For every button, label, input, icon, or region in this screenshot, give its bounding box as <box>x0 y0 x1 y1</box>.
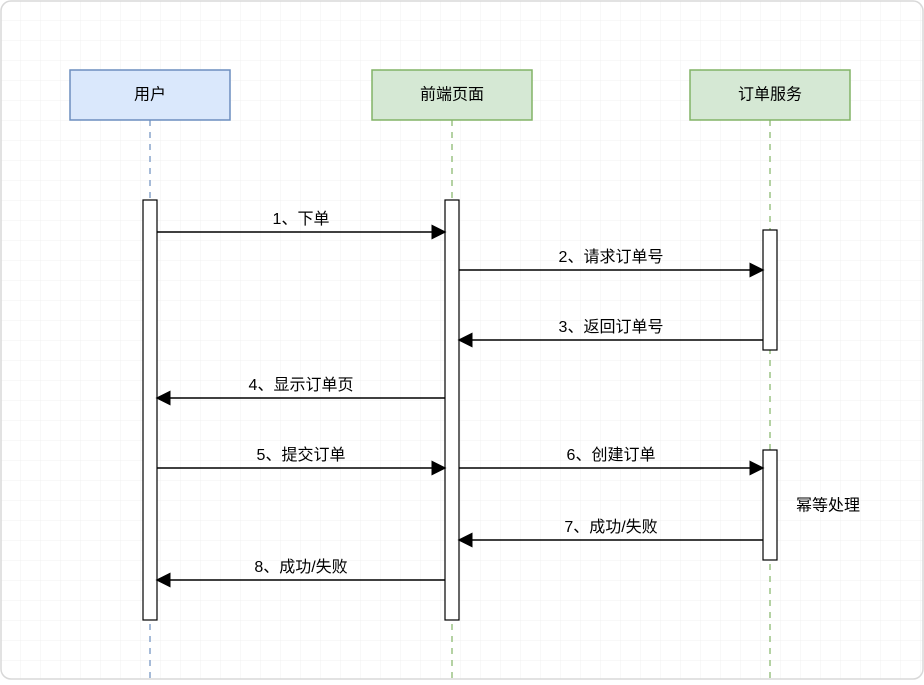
participant-service: 订单服务 <box>690 70 850 120</box>
note-label: 幂等处理 <box>796 497 860 515</box>
participant-frontend: 前端页面 <box>372 70 532 120</box>
message-label: 5、提交订单 <box>257 446 346 464</box>
participant-label: 前端页面 <box>420 86 484 104</box>
activation-service-2 <box>763 230 777 350</box>
participant-user: 用户 <box>70 70 230 120</box>
activation-service-3 <box>763 450 777 560</box>
participant-label: 用户 <box>134 86 166 104</box>
message-label: 7、成功/失败 <box>564 518 657 536</box>
activation-user-0 <box>143 200 157 620</box>
message-label: 1、下单 <box>273 210 330 228</box>
message-label: 2、请求订单号 <box>559 248 664 266</box>
message-label: 8、成功/失败 <box>254 558 347 576</box>
message-label: 3、返回订单号 <box>559 318 664 336</box>
participant-label: 订单服务 <box>738 86 802 104</box>
sequence-diagram-svg: 用户 前端页面 订单服务 1、下单 2、请求订单号 3、返回订单号 4、显示订单页 5、提交订… <box>0 0 924 680</box>
message-label: 6、创建订单 <box>567 446 656 464</box>
note-0: 幂等处理 <box>796 497 860 515</box>
diagram-canvas: 用户 前端页面 订单服务 1、下单 2、请求订单号 3、返回订单号 4、显示订单页 5、提交订… <box>0 0 924 680</box>
activation-frontend-1 <box>445 200 459 620</box>
message-label: 4、显示订单页 <box>249 376 354 394</box>
